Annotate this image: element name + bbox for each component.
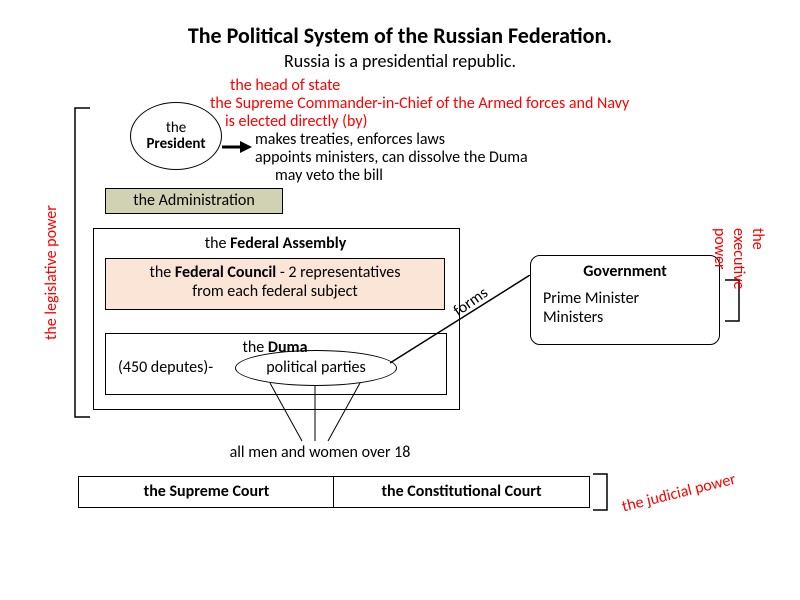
president-red-2: the Supreme Commander-in-Chief of the Ar…: [210, 94, 629, 113]
president-red-3: is elected directly (by): [225, 112, 367, 131]
voters-label: all men and women over 18: [180, 443, 460, 462]
administration-box: the Administration: [105, 188, 283, 214]
president-red-1: the head of state: [230, 76, 340, 95]
page-title: The Political System of the Russian Fede…: [0, 22, 800, 49]
political-parties-node: political parties: [235, 350, 397, 386]
government-line1: Prime Minister: [543, 289, 707, 308]
president-black-1: makes treaties, enforces laws: [255, 130, 445, 149]
subtitle: Russia is a presidential republic.: [0, 50, 800, 72]
bracket-legislative: [70, 105, 92, 420]
president-line2: President: [146, 136, 205, 153]
voter-lines: [255, 383, 385, 445]
government-box: Government Prime Minister Ministers: [530, 255, 720, 345]
fa-title-b: Federal Assembly: [230, 234, 346, 253]
supreme-court-box: the Supreme Court: [78, 476, 335, 508]
federal-assembly-title: the Federal Assembly: [93, 234, 458, 253]
constitutional-court-box: the Constitutional Court: [333, 476, 590, 508]
fc-a: the: [149, 263, 174, 282]
president-line1: the: [166, 120, 186, 137]
president-black-3: may veto the bill: [275, 166, 383, 185]
duma-deputes: (450 deputes)-: [118, 358, 213, 377]
president-node: the President: [130, 102, 222, 170]
judicial-label: the judicial power: [620, 470, 738, 517]
fc-c: - 2 representatives: [276, 263, 400, 282]
fa-title-a: the: [205, 234, 230, 253]
government-title: Government: [543, 262, 707, 281]
government-line2: Ministers: [543, 308, 707, 327]
arrow-icon: [222, 140, 252, 154]
legislative-label: the legislative power: [42, 205, 61, 340]
forms-line: [390, 275, 530, 370]
fc-b: Federal Council: [175, 263, 276, 282]
executive-label: the executive power: [710, 228, 767, 289]
bracket-judicial: [593, 472, 611, 512]
president-black-2: appoints ministers, can dissolve the Dum…: [255, 148, 528, 167]
